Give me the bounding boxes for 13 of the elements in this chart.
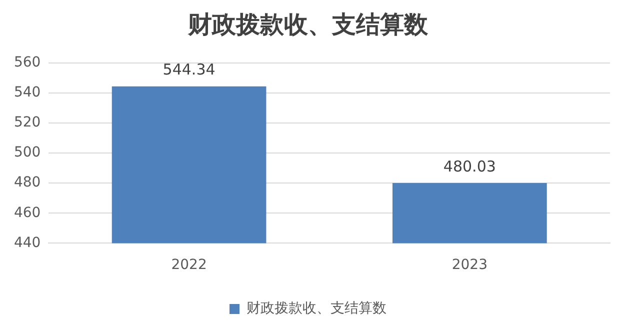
y-tick-label: 480 <box>14 174 41 191</box>
y-tick-label: 440 <box>14 234 41 251</box>
y-tick-label: 560 <box>14 54 41 70</box>
y-tick-label: 460 <box>14 204 41 221</box>
x-tick-label: 2022 <box>171 257 207 274</box>
y-tick-label: 540 <box>14 84 41 101</box>
chart-title: 财政拨款收、支结算数 <box>187 10 429 39</box>
data-label: 480.03 <box>443 157 496 176</box>
y-tick-label: 500 <box>14 144 41 161</box>
data-label: 544.34 <box>162 60 216 79</box>
legend-label: 财政拨款收、支结算数 <box>246 300 386 317</box>
x-tick-label: 2023 <box>452 257 488 274</box>
y-tick-label: 520 <box>14 114 41 131</box>
